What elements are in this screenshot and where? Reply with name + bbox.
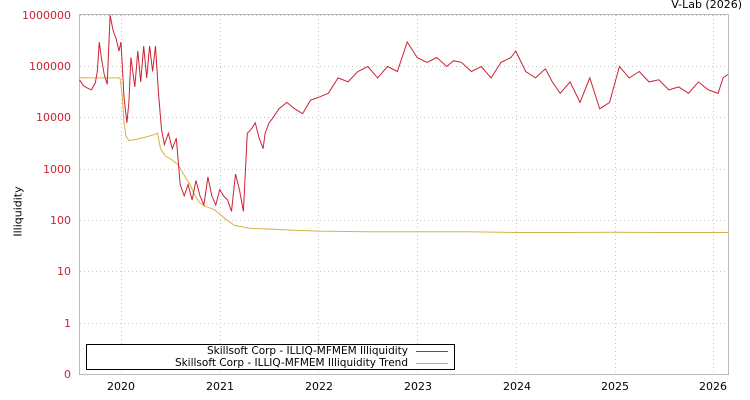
grid <box>80 15 728 374</box>
legend-label: Skillsoft Corp - ILLIQ-MFMEM Illiquidity… <box>174 357 408 369</box>
legend-swatch <box>416 350 448 352</box>
y-tick-1: 1 <box>64 317 71 330</box>
x-tick-2025: 2025 <box>601 380 629 393</box>
legend-item-illiquidity-trend: Skillsoft Corp - ILLIQ-MFMEM Illiquidity… <box>175 357 448 369</box>
x-tick-2021: 2021 <box>206 380 234 393</box>
series-illiquidity-trend <box>79 77 728 233</box>
series-illiquidity <box>79 15 729 212</box>
y-tick-10: 10 <box>57 265 71 278</box>
plot-frame <box>79 14 729 375</box>
x-tick-2026: 2026 <box>699 380 727 393</box>
x-tick-2022: 2022 <box>305 380 333 393</box>
y-tick-0: 0 <box>64 368 71 381</box>
credit-label: V-Lab (2026) <box>671 0 742 11</box>
y-tick-10000: 10000 <box>36 111 71 124</box>
legend: Skillsoft Corp - ILLIQ-MFMEM Illiquidity… <box>86 344 455 370</box>
y-tick-100000: 100000 <box>29 60 71 73</box>
legend-label: Skillsoft Corp - ILLIQ-MFMEM Illiquidity <box>207 345 408 357</box>
y-tick-1000000: 1000000 <box>22 9 71 22</box>
legend-item-illiquidity: Skillsoft Corp - ILLIQ-MFMEM Illiquidity <box>207 345 448 357</box>
y-tick-1000: 1000 <box>43 163 71 176</box>
legend-swatch <box>416 362 448 364</box>
y-tick-100: 100 <box>50 214 71 227</box>
x-tick-2020: 2020 <box>107 380 135 393</box>
x-tick-2023: 2023 <box>404 380 432 393</box>
x-tick-2024: 2024 <box>503 380 531 393</box>
